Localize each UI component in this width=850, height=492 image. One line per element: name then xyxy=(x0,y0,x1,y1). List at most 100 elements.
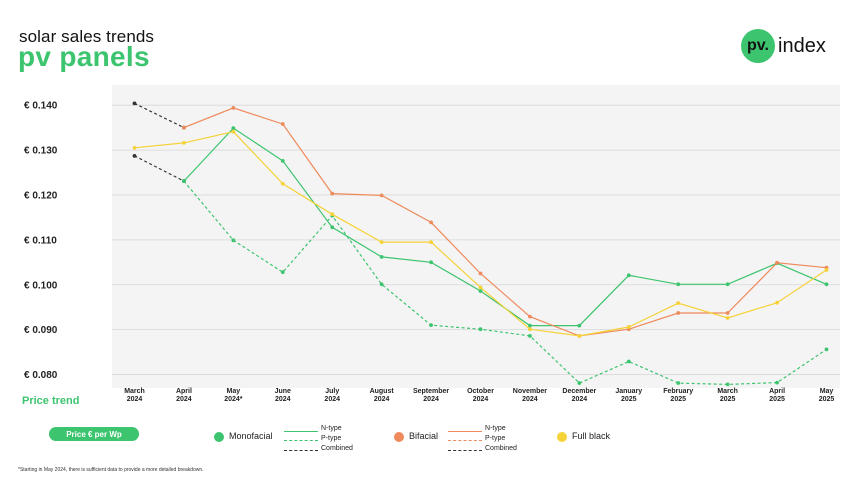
full-black-legend-dot xyxy=(557,432,567,442)
mono_n-point xyxy=(231,126,236,130)
x-tick-label: 2025 xyxy=(819,396,835,403)
chart-subtitle: solar sales trends xyxy=(19,27,155,46)
mono_p-point xyxy=(725,382,730,387)
y-tick-label: € 0.080 xyxy=(24,370,58,381)
unit-pill: Price € per Wp xyxy=(49,427,139,441)
y-tick-label: € 0.110 xyxy=(24,235,57,246)
bifacial-p-legend-line xyxy=(448,440,482,441)
full_black-point xyxy=(280,181,285,186)
mono_n-point xyxy=(280,158,285,163)
mono_n-point xyxy=(824,282,829,287)
x-tick-label: 2024 xyxy=(324,396,340,403)
x-tick-label: April xyxy=(769,388,785,395)
y-tick-label: € 0.090 xyxy=(24,325,58,336)
bifacial_n-point xyxy=(429,220,433,225)
mono-p-legend-line xyxy=(284,440,318,441)
mono-n-legend-line xyxy=(284,431,318,432)
y-tick-label: € 0.130 xyxy=(24,146,58,157)
full_black-point xyxy=(577,334,582,338)
footnote: *Starting in May 2024, there is sufficie… xyxy=(18,467,204,473)
bifacial_n-point xyxy=(280,122,285,126)
full_black-point xyxy=(824,268,829,272)
full_black-point xyxy=(379,240,384,245)
x-tick-label: November xyxy=(513,388,548,395)
full-black-legend-label: Full black xyxy=(572,431,611,441)
bifacial_n-point xyxy=(182,125,186,130)
full_black-point xyxy=(478,285,483,290)
mono_p-point xyxy=(379,282,384,287)
x-tick-label: March xyxy=(717,388,738,395)
full_black-point xyxy=(775,300,779,305)
mono_p-point xyxy=(231,238,236,243)
bifacial-combined-legend-label: Combined xyxy=(485,445,517,452)
bifacial_combined-point xyxy=(132,101,137,106)
bifacial-legend-dot xyxy=(394,432,404,442)
bifacial_n-point xyxy=(478,271,483,276)
bifacial_combined-line xyxy=(134,102,185,129)
mono_n-point xyxy=(626,273,631,278)
bifacial_n-point xyxy=(379,193,384,198)
monofacial-legend-label: Monofacial xyxy=(229,431,273,441)
mono-combined-legend-label: Combined xyxy=(321,445,353,452)
mono_p-point xyxy=(577,381,582,385)
full_black-point xyxy=(182,141,186,145)
mono_n-point xyxy=(528,323,532,328)
mono_p-point xyxy=(478,327,483,332)
x-tick-label: 2025 xyxy=(769,396,785,403)
x-tick-label: 2024 xyxy=(127,396,143,403)
x-tick-label: May xyxy=(227,388,241,395)
mono_p-point xyxy=(280,270,285,275)
x-tick-label: 2025 xyxy=(621,396,637,403)
x-tick-label: 2025 xyxy=(720,396,736,403)
mono_p-line xyxy=(183,180,827,386)
x-tick-label: September xyxy=(413,388,449,395)
mono_n-point xyxy=(182,179,186,183)
mono_p-point xyxy=(775,380,779,385)
bifacial_n-point xyxy=(330,191,335,196)
x-tick-label: August xyxy=(370,388,395,395)
full_black-point xyxy=(725,316,730,320)
bifacial-p-legend-label: P-type xyxy=(485,435,506,442)
mono_n-point xyxy=(330,225,335,230)
x-tick-label: 2024* xyxy=(224,396,243,403)
full_black-point xyxy=(132,145,137,150)
x-tick-label: June xyxy=(275,388,291,395)
bifacial_n-point xyxy=(676,311,681,315)
mono_n-point xyxy=(577,323,582,328)
x-tick-label: July xyxy=(325,388,339,395)
x-tick-label: December xyxy=(562,388,596,395)
bifacial_n-line xyxy=(183,107,827,337)
full_black-point xyxy=(429,240,433,245)
mono_p-point xyxy=(676,381,681,385)
full_black-point xyxy=(231,129,236,134)
x-tick-label: January xyxy=(615,388,642,395)
mono_p-point xyxy=(626,359,631,364)
x-tick-label: May xyxy=(820,388,834,395)
x-tick-label: October xyxy=(467,388,494,395)
bifacial-n-legend-line xyxy=(448,431,482,432)
x-tick-label: April xyxy=(176,388,192,395)
x-tick-label: 2024 xyxy=(275,396,291,403)
plot-area xyxy=(112,85,840,388)
x-tick-label: 2025 xyxy=(670,396,686,403)
mono_n-point xyxy=(379,255,384,259)
x-tick-label: 2024 xyxy=(473,396,489,403)
full_black-point xyxy=(626,325,631,329)
logo-name: index xyxy=(778,34,826,57)
bifacial_n-point xyxy=(775,260,779,265)
monofacial-legend-dot xyxy=(214,432,224,442)
bifacial_n-point xyxy=(231,105,236,110)
chart-title: pv panels xyxy=(18,41,150,72)
mono-combined-legend-line xyxy=(284,450,318,451)
mono_n-point xyxy=(478,289,483,293)
bifacial-combined-legend-line xyxy=(448,450,482,451)
x-tick-label: 2024 xyxy=(572,396,588,403)
bifacial_n-point xyxy=(725,311,730,315)
mono-p-legend-label: P-type xyxy=(321,435,342,442)
mono-n-legend-label: N-type xyxy=(321,425,342,432)
mono_p-point xyxy=(824,347,829,352)
x-tick-label: 2024 xyxy=(176,396,192,403)
x-tick-label: 2024 xyxy=(374,396,390,403)
logo-mark: pv. xyxy=(741,29,775,63)
price-trend-label: Price trend xyxy=(22,395,80,407)
